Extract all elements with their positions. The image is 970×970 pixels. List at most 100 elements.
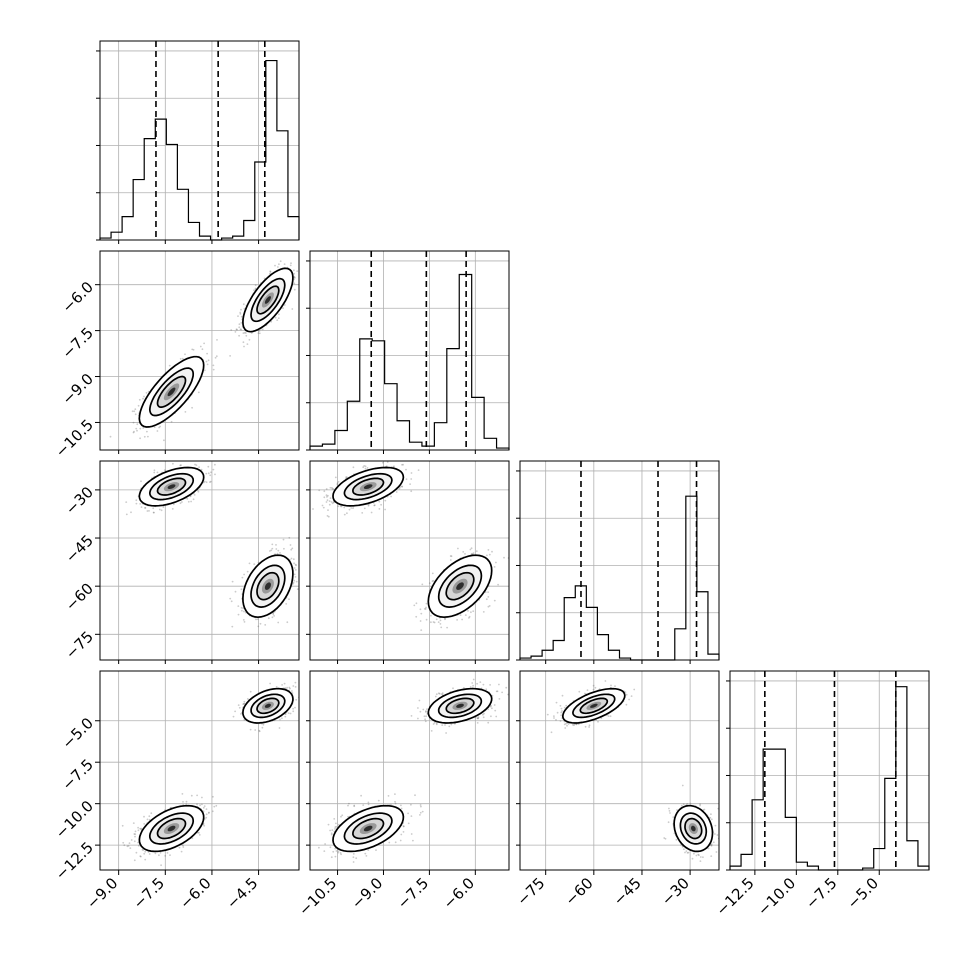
sample-point xyxy=(384,508,386,511)
sample-point xyxy=(393,465,395,468)
sample-point xyxy=(240,322,243,324)
sample-point xyxy=(130,511,132,514)
sample-point xyxy=(179,502,182,505)
sample-point xyxy=(420,612,423,615)
sample-point xyxy=(240,308,242,311)
sample-point xyxy=(139,437,141,440)
sample-point xyxy=(367,504,370,507)
sample-point xyxy=(278,313,280,316)
panel-3-3 xyxy=(726,670,930,871)
sample-point xyxy=(135,502,138,505)
sample-point xyxy=(486,554,488,557)
sample-point xyxy=(337,505,340,508)
sample-point xyxy=(325,488,328,490)
sample-point xyxy=(245,332,247,334)
sample-point xyxy=(461,618,463,621)
sample-point xyxy=(240,588,243,591)
sample-point xyxy=(339,505,342,508)
sample-point xyxy=(142,849,145,851)
sample-point xyxy=(158,508,161,511)
sample-point xyxy=(139,427,142,430)
sample-point xyxy=(378,508,381,510)
sample-point xyxy=(332,488,335,490)
sample-point xyxy=(395,491,398,493)
sample-point xyxy=(346,512,348,515)
sample-point xyxy=(239,328,242,331)
sample-point xyxy=(292,558,295,561)
sample-point xyxy=(294,576,297,578)
sample-point xyxy=(271,547,274,550)
sample-point xyxy=(140,506,143,508)
contour-line xyxy=(250,277,286,323)
sample-point xyxy=(487,596,490,598)
sample-point xyxy=(230,600,233,603)
sample-point xyxy=(142,427,145,429)
sample-point xyxy=(293,579,296,582)
sample-point xyxy=(323,496,326,499)
sample-point xyxy=(212,468,215,471)
sample-point xyxy=(207,465,210,468)
sample-point xyxy=(415,602,418,605)
contour-line xyxy=(256,571,280,601)
sample-point xyxy=(289,264,292,267)
sample-point xyxy=(308,514,310,516)
sample-point xyxy=(331,487,334,490)
sample-point xyxy=(195,464,198,466)
sample-point xyxy=(189,495,192,498)
sample-point xyxy=(293,562,295,565)
sample-point xyxy=(484,591,487,594)
sample-point xyxy=(142,397,144,400)
sample-point xyxy=(146,430,148,433)
sample-point xyxy=(326,515,329,517)
sample-point xyxy=(170,420,173,423)
sample-point xyxy=(197,490,200,493)
sample-point xyxy=(457,547,459,550)
sample-point xyxy=(148,510,150,512)
sample-point xyxy=(136,429,138,432)
sample-point xyxy=(432,621,435,623)
sample-point xyxy=(271,543,274,546)
sample-point xyxy=(139,855,142,858)
density-fill xyxy=(363,484,373,489)
sample-point xyxy=(205,481,208,484)
sample-point xyxy=(139,503,142,505)
sample-point xyxy=(275,548,278,550)
sample-point xyxy=(495,561,497,564)
sample-point xyxy=(328,503,331,506)
sample-point xyxy=(126,845,129,848)
sample-point xyxy=(181,357,184,360)
sample-point xyxy=(243,331,246,334)
sample-point xyxy=(382,461,384,464)
sample-point xyxy=(123,844,126,847)
sample-point xyxy=(350,507,353,509)
sample-point xyxy=(415,615,418,618)
sample-point xyxy=(277,549,280,552)
density-fill xyxy=(264,582,271,590)
panel-content xyxy=(100,251,307,450)
sample-point xyxy=(366,467,369,469)
sample-point xyxy=(254,287,257,290)
sample-point xyxy=(332,501,335,504)
sample-point xyxy=(469,548,472,551)
sample-point xyxy=(346,476,348,479)
sample-point xyxy=(462,551,465,553)
sample-point xyxy=(286,621,289,624)
sample-point xyxy=(488,605,491,607)
sample-point xyxy=(125,501,128,503)
sample-point xyxy=(259,622,262,625)
density-fill xyxy=(456,582,464,590)
contour-line xyxy=(437,564,483,608)
panel-3-0 xyxy=(99,670,300,871)
sample-point xyxy=(364,467,367,470)
sample-point xyxy=(156,430,159,432)
sample-point xyxy=(153,471,156,474)
sample-point xyxy=(472,610,475,613)
sample-point xyxy=(272,613,275,616)
sample-point xyxy=(255,618,257,621)
sample-point xyxy=(243,573,246,576)
sample-point xyxy=(305,261,307,263)
sample-point xyxy=(312,508,314,510)
sample-point xyxy=(254,284,257,287)
sample-point xyxy=(137,404,140,407)
panel-frame xyxy=(309,460,510,661)
